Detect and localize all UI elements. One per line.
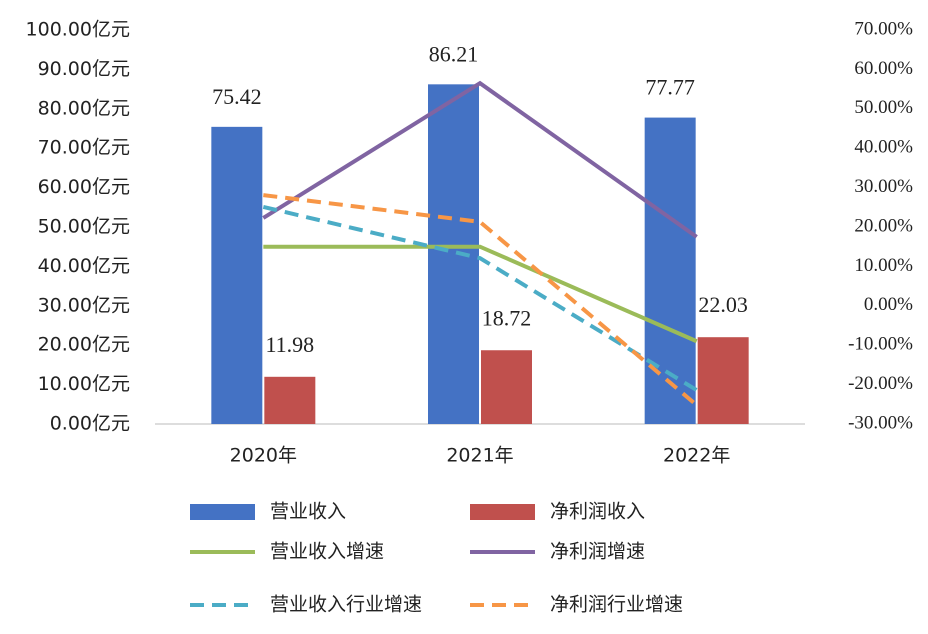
legend-label: 营业收入增速: [270, 541, 384, 563]
data-label: 11.98: [265, 332, 314, 357]
y-tick-label: 90.00亿元: [38, 58, 130, 80]
legend-swatch: [470, 504, 535, 520]
line: [262, 204, 698, 392]
y-tick-label: 30.00亿元: [38, 294, 130, 316]
legend-label: 净利润行业增速: [550, 594, 683, 616]
x-tick-label: 2022年: [663, 445, 730, 467]
y2-tick-label: -20.00%: [848, 373, 913, 394]
legend-label: 净利润收入: [550, 501, 645, 523]
line: [262, 80, 698, 239]
y-tick-label: 70.00亿元: [38, 137, 130, 159]
data-label: 22.03: [698, 292, 748, 317]
data-label: 75.42: [212, 84, 262, 109]
y-tick-label: 80.00亿元: [38, 97, 130, 119]
y-tick-label: 40.00亿元: [38, 255, 130, 277]
bar: [644, 117, 696, 425]
legend-swatch: [190, 504, 255, 520]
data-label: 18.72: [482, 305, 532, 330]
line: [263, 193, 698, 407]
y2-tick-label: 40.00%: [854, 137, 913, 158]
y-tick-label: 100.00亿元: [26, 19, 130, 41]
y2-tick-label: -30.00%: [848, 412, 913, 433]
legend-label: 营业收入行业增速: [270, 594, 422, 616]
y2-tick-label: 60.00%: [854, 58, 913, 79]
y2-tick-label: 20.00%: [854, 215, 913, 236]
y-tick-label: 10.00亿元: [38, 373, 130, 395]
y2-tick-label: 10.00%: [854, 255, 913, 276]
y2-tick-label: 70.00%: [854, 18, 913, 39]
y-tick-label: 20.00亿元: [38, 334, 130, 356]
y-tick-label: 50.00亿元: [38, 216, 130, 238]
bar: [211, 126, 263, 424]
x-tick-label: 2021年: [446, 445, 513, 467]
y2-tick-label: 30.00%: [854, 176, 913, 197]
bar: [264, 376, 316, 424]
bar: [481, 350, 532, 424]
legend-label: 净利润增速: [550, 541, 645, 563]
data-label: 86.21: [429, 41, 479, 66]
data-label: 77.77: [645, 75, 695, 100]
x-tick-label: 2020年: [230, 445, 297, 467]
y2-tick-label: 50.00%: [854, 97, 913, 118]
line: [263, 244, 698, 344]
bar: [428, 84, 479, 424]
legend-label: 营业收入: [270, 501, 346, 523]
y-tick-label: 60.00亿元: [38, 176, 130, 198]
y2-tick-label: 0.00%: [864, 294, 913, 315]
y-tick-label: 0.00亿元: [50, 413, 130, 435]
y2-tick-label: -10.00%: [848, 334, 913, 355]
bar: [697, 337, 749, 424]
